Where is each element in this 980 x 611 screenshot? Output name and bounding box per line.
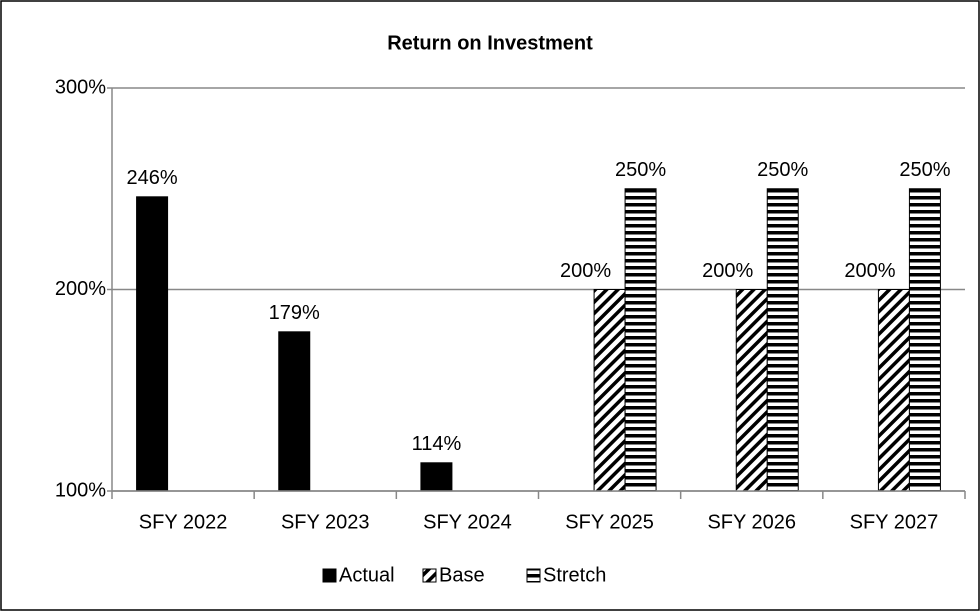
bar <box>593 289 626 492</box>
x-tick-label: SFY 2025 <box>565 511 654 533</box>
legend-label: Stretch <box>543 564 606 586</box>
chart-title: Return on Investment <box>387 32 593 54</box>
legend-label: Base <box>439 564 485 586</box>
data-label: 250% <box>899 159 950 181</box>
y-tick-label: 300% <box>55 76 106 98</box>
data-label: 114% <box>412 433 462 455</box>
data-label: 246% <box>127 167 178 189</box>
bar <box>877 289 910 492</box>
legend-swatch <box>526 568 541 583</box>
data-label: 200% <box>844 260 895 282</box>
bar <box>420 462 453 492</box>
bar <box>766 188 799 492</box>
x-tick-label: SFY 2027 <box>850 511 939 533</box>
bar <box>908 188 941 492</box>
bar <box>735 289 768 492</box>
bar <box>136 196 169 492</box>
y-tick-label: 100% <box>55 479 106 501</box>
x-tick-label: SFY 2024 <box>423 511 512 533</box>
x-tick-label: SFY 2022 <box>139 511 228 533</box>
data-label: 250% <box>757 159 808 181</box>
y-tick-label: 200% <box>55 278 106 300</box>
legend-swatch <box>422 568 437 583</box>
x-tick-label: SFY 2023 <box>281 511 370 533</box>
data-label: 200% <box>702 260 753 282</box>
data-label: 250% <box>615 159 666 181</box>
data-label: 179% <box>269 302 320 324</box>
data-label: 200% <box>560 260 611 282</box>
bar <box>278 331 311 492</box>
legend-swatch <box>322 568 337 583</box>
bar <box>624 188 657 492</box>
legend-label: Actual <box>339 564 395 586</box>
x-tick-label: SFY 2026 <box>707 511 796 533</box>
